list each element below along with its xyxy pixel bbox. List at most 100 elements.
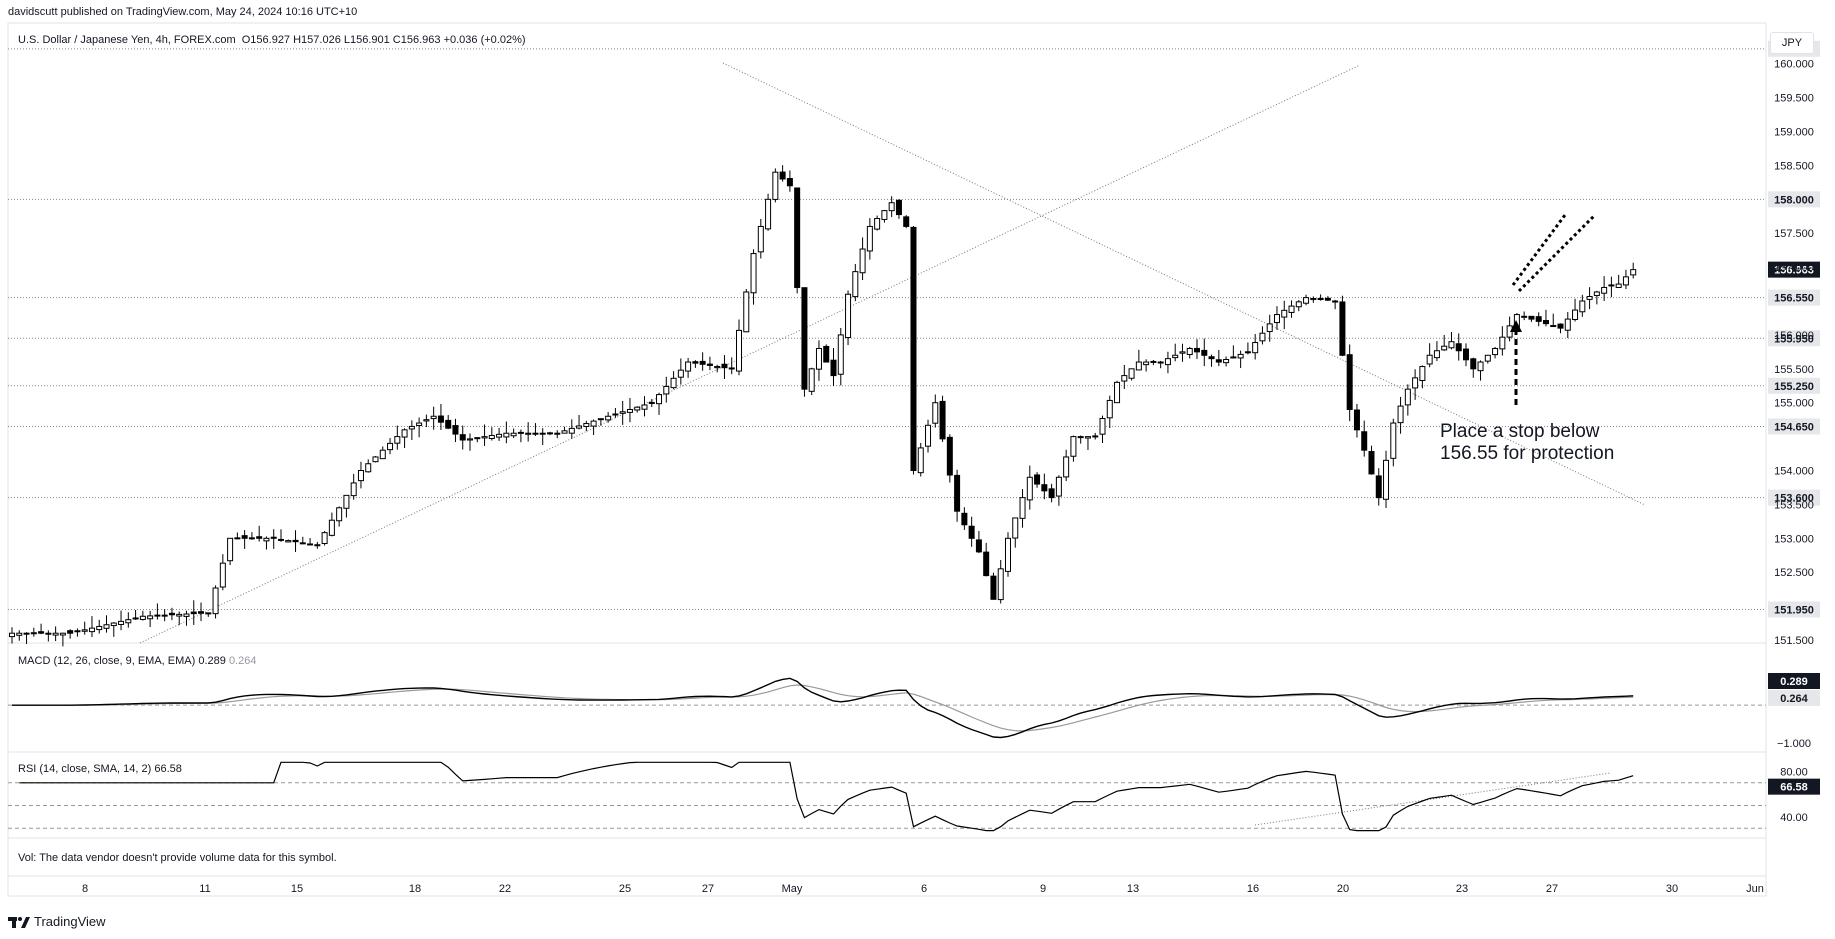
tradingview-logo-icon — [8, 916, 30, 928]
candle-down — [823, 345, 830, 363]
x-tick-label: 27 — [702, 883, 714, 895]
candle-up — [859, 248, 866, 274]
macd-axis-tick: −1.000 — [1777, 738, 1811, 750]
candle-up — [852, 271, 859, 298]
candle-down — [1550, 325, 1557, 328]
candle-up — [1084, 436, 1091, 439]
candle-down — [794, 187, 801, 288]
candle-up — [227, 537, 234, 562]
level-label: 151.950 — [1774, 604, 1814, 616]
x-tick-label: 18 — [409, 883, 421, 895]
candle-up — [677, 369, 684, 378]
candle-up — [1186, 347, 1193, 355]
candle-down — [292, 539, 299, 543]
candle-down — [779, 171, 786, 180]
candle-down — [801, 287, 808, 390]
candle-up — [1070, 436, 1077, 457]
level-label: 155.950 — [1774, 333, 1814, 345]
candle-down — [939, 400, 946, 440]
candle-up — [81, 629, 88, 632]
level-label: 156.963 — [1774, 265, 1814, 277]
candle-down — [699, 360, 706, 365]
candle-up — [1477, 361, 1484, 372]
candle-up — [147, 615, 154, 620]
candle-down — [1557, 323, 1564, 329]
candle-down — [1528, 315, 1535, 320]
rsi-pane: 66.58 80.00 40.00 — [8, 761, 1820, 832]
tradingview-brand: TradingView — [34, 914, 106, 929]
candle-up — [1412, 377, 1419, 389]
candle-up — [496, 433, 503, 438]
macd-legend[interactable]: MACD (12, 26, close, 9, EMA, EMA) 0.289 … — [18, 655, 256, 667]
candle-up — [205, 612, 212, 615]
candle-up — [357, 470, 364, 482]
macd-line — [12, 677, 1634, 739]
candle-down — [903, 216, 910, 227]
candle-up — [394, 436, 401, 444]
candle-down — [270, 536, 277, 539]
candle-up — [488, 434, 495, 439]
target-arrow-1 — [1511, 214, 1567, 286]
level-label-box — [1768, 489, 1820, 506]
candle-down — [1455, 343, 1462, 352]
level-label: 156.550 — [1774, 293, 1814, 305]
candle-up — [612, 413, 619, 416]
macd-axis-label: 0.264 — [1780, 693, 1808, 705]
candle-down — [1368, 451, 1375, 475]
candle-up — [714, 366, 721, 369]
rsi-axis-label: 66.58 — [1780, 782, 1808, 794]
candle-down — [1244, 351, 1251, 354]
candle-up — [1164, 358, 1171, 366]
candle-up — [554, 432, 561, 435]
candle-up — [401, 429, 408, 438]
y-tick-label: 158.500 — [1774, 160, 1814, 172]
macd-axis-label: 0.289 — [1780, 676, 1808, 688]
candle-down — [1201, 349, 1208, 356]
candle-up — [1252, 342, 1259, 354]
candle-down — [168, 612, 175, 616]
candle-down — [437, 415, 444, 423]
candle-up — [583, 423, 590, 427]
candle-up — [1404, 388, 1411, 406]
rsi-trendline — [1254, 772, 1611, 826]
candle-down — [1346, 354, 1353, 410]
candle-up — [997, 568, 1004, 601]
candle-up — [481, 436, 488, 439]
candle-up — [1099, 418, 1106, 435]
candle-up — [1288, 305, 1295, 313]
rsi-legend[interactable]: RSI (14, close, SMA, 14, 2) 66.58 — [18, 763, 182, 775]
candle-down — [198, 611, 205, 614]
candle-down — [1041, 484, 1048, 492]
candle-down — [1150, 360, 1157, 363]
tradingview-footer[interactable]: TradingView — [8, 914, 106, 929]
candle-up — [743, 291, 750, 333]
candle-up — [874, 218, 881, 230]
candle-up — [634, 406, 641, 411]
currency-unit-button[interactable]: JPY — [1770, 32, 1814, 54]
candle-up — [525, 432, 532, 435]
y-tick-label: 153.500 — [1774, 499, 1814, 511]
candle-up — [1601, 286, 1608, 294]
annotation-line2: 156.55 for protection — [1440, 443, 1614, 464]
candle-up — [1397, 405, 1404, 424]
candle-up — [1281, 309, 1288, 318]
candle-up — [837, 334, 844, 375]
x-tick-label: 25 — [619, 883, 631, 895]
candle-down — [1463, 348, 1469, 361]
candle-up — [9, 632, 15, 638]
candle-up — [1426, 354, 1433, 365]
candle-up — [1012, 517, 1019, 539]
candle-up — [1114, 381, 1121, 404]
candle-down — [975, 539, 982, 553]
candle-down — [786, 178, 793, 187]
candle-up — [561, 430, 568, 434]
publisher-line: davidscutt published on TradingView.com,… — [8, 6, 358, 18]
candle-down — [728, 367, 735, 370]
level-label-box — [1768, 330, 1820, 347]
x-tick-label: 15 — [291, 883, 303, 895]
candle-up — [1157, 361, 1164, 364]
trendlines — [139, 62, 1646, 826]
x-tick-label: 8 — [82, 883, 88, 895]
candle-down — [910, 226, 917, 472]
